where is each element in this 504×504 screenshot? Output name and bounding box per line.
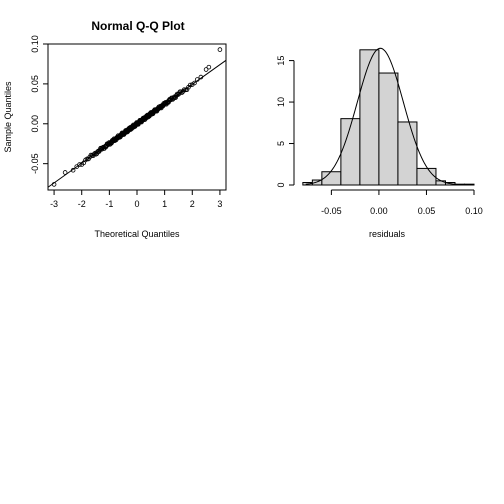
qq-y-tick-label: 0.10 <box>30 35 40 53</box>
qq-point <box>192 80 197 86</box>
histogram-y-tick-label: 10 <box>276 97 286 107</box>
qq-y-tick-label: -0.05 <box>30 153 40 174</box>
qq-point <box>77 162 82 167</box>
qq-y-axis: -0.05 0.00 0.05 0.10 <box>30 35 48 174</box>
qq-x-tick-label: -3 <box>50 199 58 209</box>
qq-x-tick-label: 3 <box>217 199 222 209</box>
qq-x-tick-label: 2 <box>190 199 195 209</box>
qq-point <box>187 82 193 88</box>
density-curve <box>305 47 475 186</box>
histogram-x-tick-label: -0.05 <box>321 206 342 216</box>
histogram-x-axis-label: residuals <box>369 229 406 239</box>
histogram-y-tick-label: 15 <box>276 56 286 66</box>
qq-point <box>70 167 76 173</box>
qq-plot-panel: Normal Q-Q Plot -3 -2 -1 0 1 2 3 -0.05 0.00 0.05… <box>3 19 227 239</box>
qq-x-axis: -3 -2 -1 0 1 2 3 <box>50 190 222 209</box>
qq-points-group <box>51 47 223 187</box>
histogram-bar <box>321 171 342 186</box>
qq-x-tick-label: 0 <box>134 199 139 209</box>
density-curve-group <box>305 47 475 186</box>
histogram-bar <box>340 118 361 186</box>
qq-point <box>194 77 200 82</box>
histogram-panel: -0.05 0.00 0.05 0.10 0 5 10 15 residuals <box>276 47 483 239</box>
histogram-bar <box>378 72 399 186</box>
qq-point <box>91 151 97 157</box>
histogram-bars-group <box>302 49 475 186</box>
qq-point <box>179 90 185 95</box>
histogram-bar <box>359 49 380 186</box>
histogram-x-tick-label: 0.10 <box>465 206 483 216</box>
qq-x-tick-label: -1 <box>105 199 113 209</box>
histogram-y-tick-label: 5 <box>276 141 286 146</box>
qq-y-axis-label: Sample Quantiles <box>3 81 13 153</box>
qq-point <box>51 182 57 187</box>
qq-x-tick-label: -2 <box>78 199 86 209</box>
qq-x-axis-label: Theoretical Quantiles <box>94 229 180 239</box>
qq-point <box>217 47 223 52</box>
histogram-bar <box>416 167 437 186</box>
histogram-bar <box>397 121 418 186</box>
histogram-x-axis: -0.05 0.00 0.05 0.10 <box>321 189 483 216</box>
qq-y-tick-label: 0.00 <box>30 115 40 133</box>
qq-plot-title: Normal Q-Q Plot <box>91 19 184 33</box>
histogram-x-tick-label: 0.00 <box>370 206 388 216</box>
histogram-x-tick-label: 0.05 <box>418 206 436 216</box>
qq-point <box>198 74 204 80</box>
qq-y-tick-label: 0.05 <box>30 75 40 93</box>
qq-point <box>203 67 209 72</box>
qq-x-tick-label: 1 <box>162 199 167 209</box>
histogram-y-axis: 0 5 10 15 <box>276 56 295 188</box>
qq-point <box>178 89 184 94</box>
qq-point <box>62 170 68 175</box>
histogram-bar <box>435 180 446 186</box>
histogram-y-tick-label: 0 <box>276 182 286 187</box>
qq-point <box>206 64 212 70</box>
